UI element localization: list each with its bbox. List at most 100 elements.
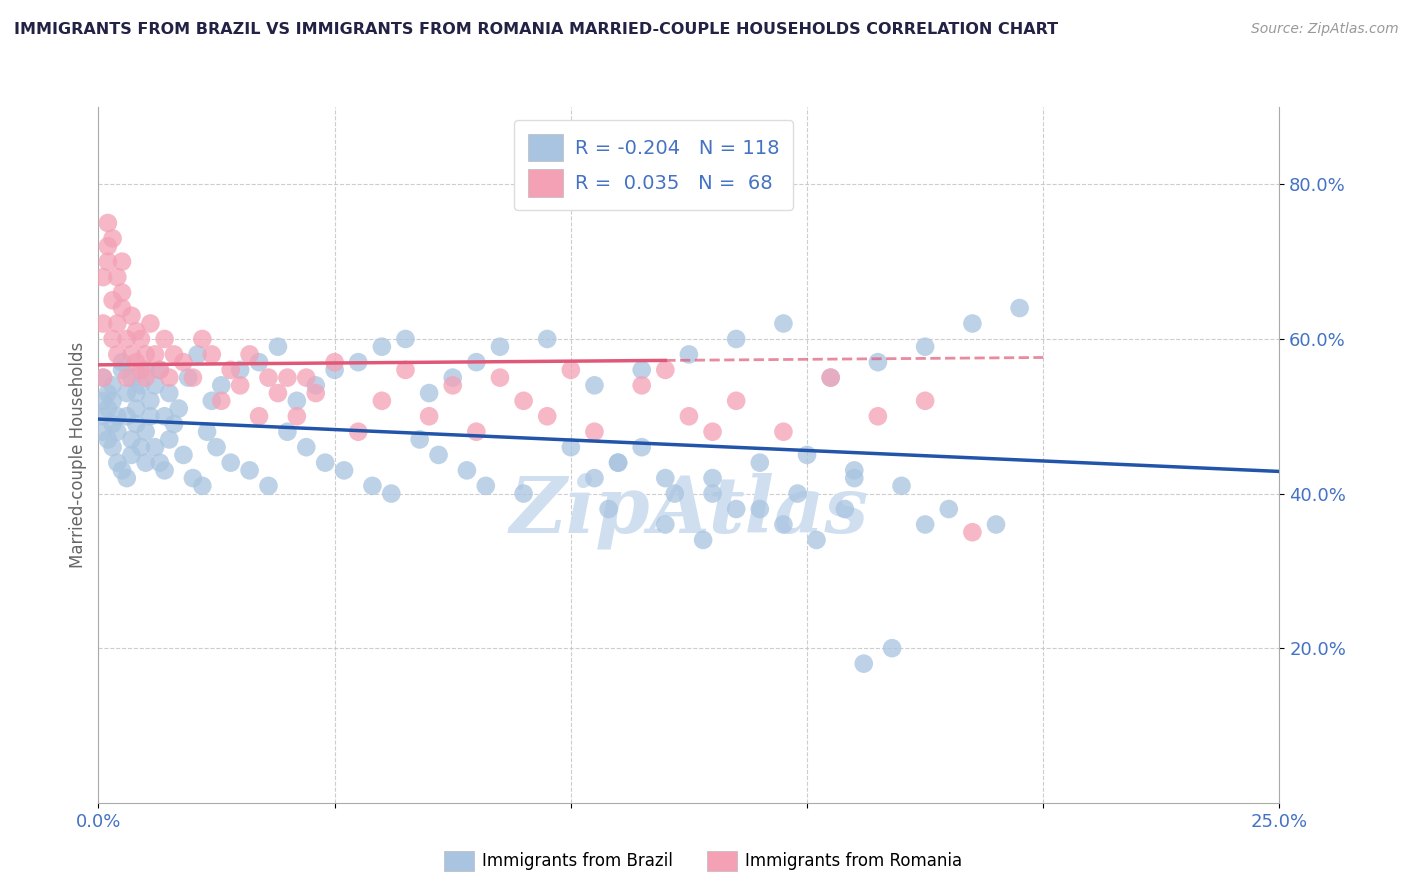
Point [725, 393, 748, 408]
Point [97, 216, 120, 230]
Point [866, 355, 889, 369]
Point [111, 463, 134, 477]
Point [692, 533, 714, 547]
Point [844, 471, 866, 485]
Point [157, 370, 180, 384]
Point [229, 378, 252, 392]
Point [149, 363, 172, 377]
Point [111, 301, 134, 315]
Point [512, 486, 534, 500]
Point [143, 378, 166, 392]
Text: Source: ZipAtlas.com: Source: ZipAtlas.com [1251, 22, 1399, 37]
Point [97, 239, 120, 253]
Point [247, 409, 270, 424]
Point [181, 471, 204, 485]
Point [607, 456, 630, 470]
Point [630, 440, 652, 454]
Point [257, 479, 280, 493]
Point [105, 409, 128, 424]
Point [305, 386, 328, 401]
Point [465, 355, 488, 369]
Point [962, 317, 984, 331]
Point [239, 463, 262, 477]
Point [347, 355, 370, 369]
Point [456, 463, 478, 477]
Point [129, 332, 152, 346]
Point [135, 456, 157, 470]
Point [205, 440, 228, 454]
Point [630, 363, 652, 377]
Point [229, 363, 252, 377]
Point [267, 340, 290, 354]
Point [394, 363, 416, 377]
Point [408, 433, 430, 447]
Point [314, 456, 336, 470]
Point [418, 409, 440, 424]
Point [984, 517, 1007, 532]
Point [914, 393, 936, 408]
Point [129, 363, 152, 377]
Point [91, 425, 114, 439]
Point [97, 254, 120, 268]
Point [583, 378, 606, 392]
Point [772, 425, 794, 439]
Point [181, 370, 204, 384]
Point [101, 393, 124, 408]
Point [239, 347, 262, 361]
Point [195, 425, 218, 439]
Point [276, 425, 298, 439]
Point [295, 440, 318, 454]
Point [143, 347, 166, 361]
Point [786, 486, 808, 500]
Point [157, 433, 180, 447]
Point [465, 425, 488, 439]
Point [866, 409, 889, 424]
Point [105, 317, 128, 331]
Point [678, 347, 700, 361]
Point [772, 517, 794, 532]
Point [105, 425, 128, 439]
Point [880, 641, 903, 656]
Point [361, 479, 384, 493]
Point [806, 533, 828, 547]
Point [101, 378, 124, 392]
Point [201, 393, 224, 408]
Legend: R = -0.204   N = 118, R =  0.035   N =  68: R = -0.204 N = 118, R = 0.035 N = 68 [515, 120, 793, 211]
Point [820, 370, 842, 384]
Point [209, 393, 232, 408]
Point [143, 440, 166, 454]
Text: IMMIGRANTS FROM BRAZIL VS IMMIGRANTS FROM ROMANIA MARRIED-COUPLE HOUSEHOLDS CORR: IMMIGRANTS FROM BRAZIL VS IMMIGRANTS FRO… [14, 22, 1059, 37]
Point [962, 525, 984, 540]
Point [125, 417, 148, 431]
Point [820, 370, 842, 384]
Point [105, 456, 128, 470]
Point [153, 409, 176, 424]
Point [914, 340, 936, 354]
Point [441, 370, 464, 384]
Point [167, 401, 190, 416]
Point [1008, 301, 1031, 315]
Point [111, 355, 134, 369]
Point [125, 355, 148, 369]
Point [121, 448, 143, 462]
Point [91, 270, 114, 285]
Point [149, 456, 172, 470]
Point [125, 324, 148, 338]
Point [101, 293, 124, 308]
Point [938, 502, 960, 516]
Point [105, 270, 128, 285]
Point [101, 440, 124, 454]
Point [187, 347, 209, 361]
Point [101, 417, 124, 431]
Point [678, 409, 700, 424]
Point [796, 448, 818, 462]
Point [333, 463, 356, 477]
Point [115, 332, 138, 346]
Point [748, 456, 770, 470]
Point [139, 409, 162, 424]
Point [105, 347, 128, 361]
Point [121, 433, 143, 447]
Point [257, 370, 280, 384]
Point [560, 440, 582, 454]
Point [115, 409, 138, 424]
